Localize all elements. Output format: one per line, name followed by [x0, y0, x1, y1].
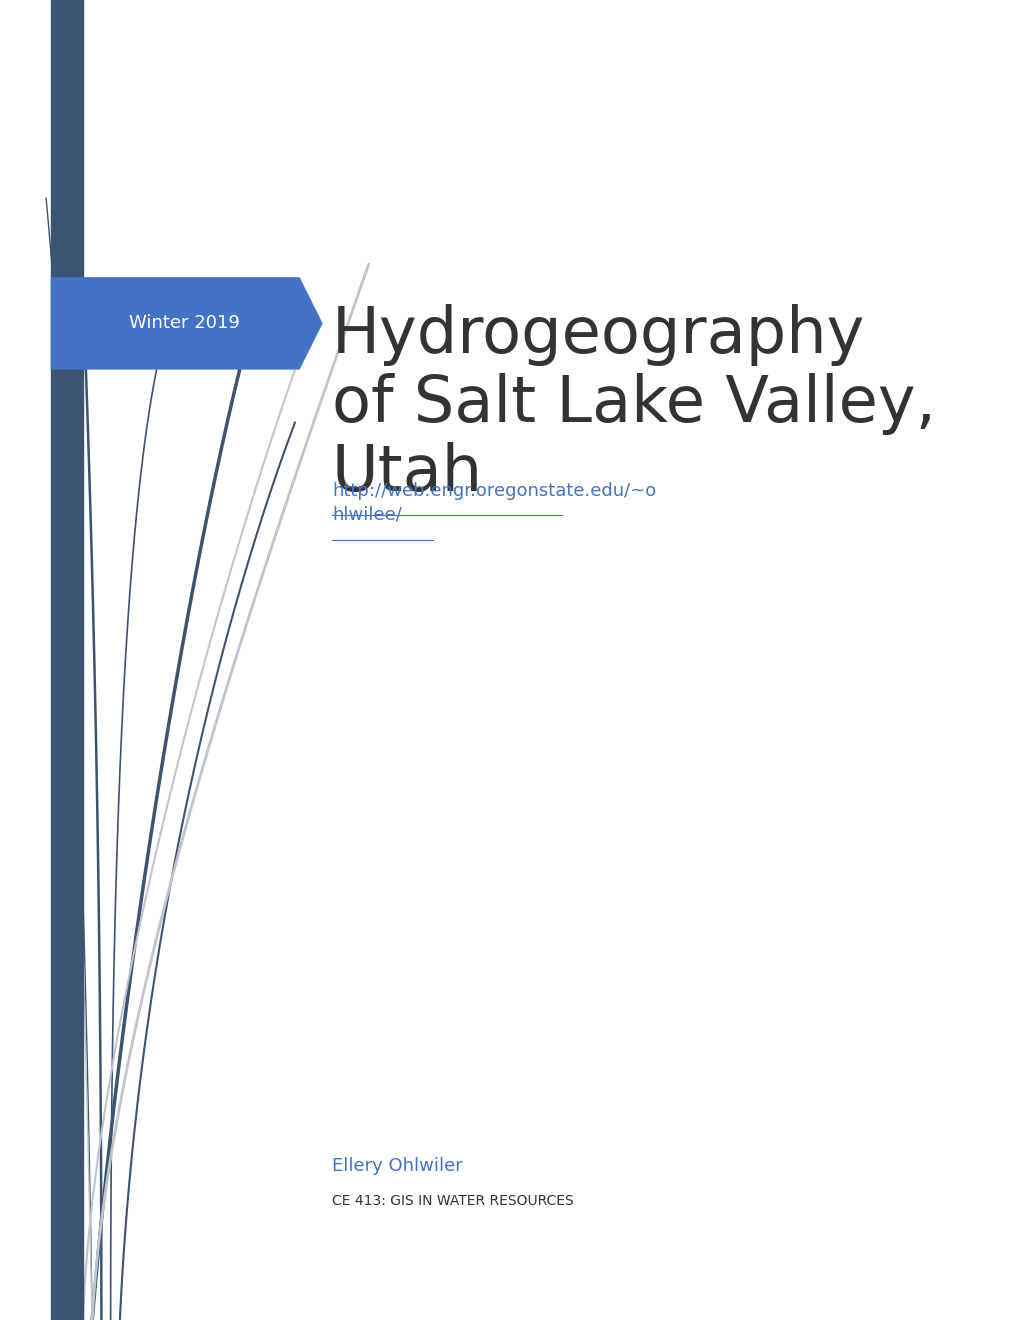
- Text: Ellery Ohlwiler: Ellery Ohlwiler: [331, 1156, 463, 1175]
- Text: Winter 2019: Winter 2019: [128, 314, 239, 333]
- Polygon shape: [51, 277, 322, 370]
- Text: Hydrogeography
of Salt Lake Valley,
Utah: Hydrogeography of Salt Lake Valley, Utah: [331, 304, 935, 504]
- Text: CE 413: GIS IN WATER RESOURCES: CE 413: GIS IN WATER RESOURCES: [331, 1193, 573, 1208]
- Text: http://web.engr.oregonstate.edu/~o
hlwilee/: http://web.engr.oregonstate.edu/~o hlwil…: [331, 482, 655, 524]
- Bar: [51, 0, 83, 1320]
